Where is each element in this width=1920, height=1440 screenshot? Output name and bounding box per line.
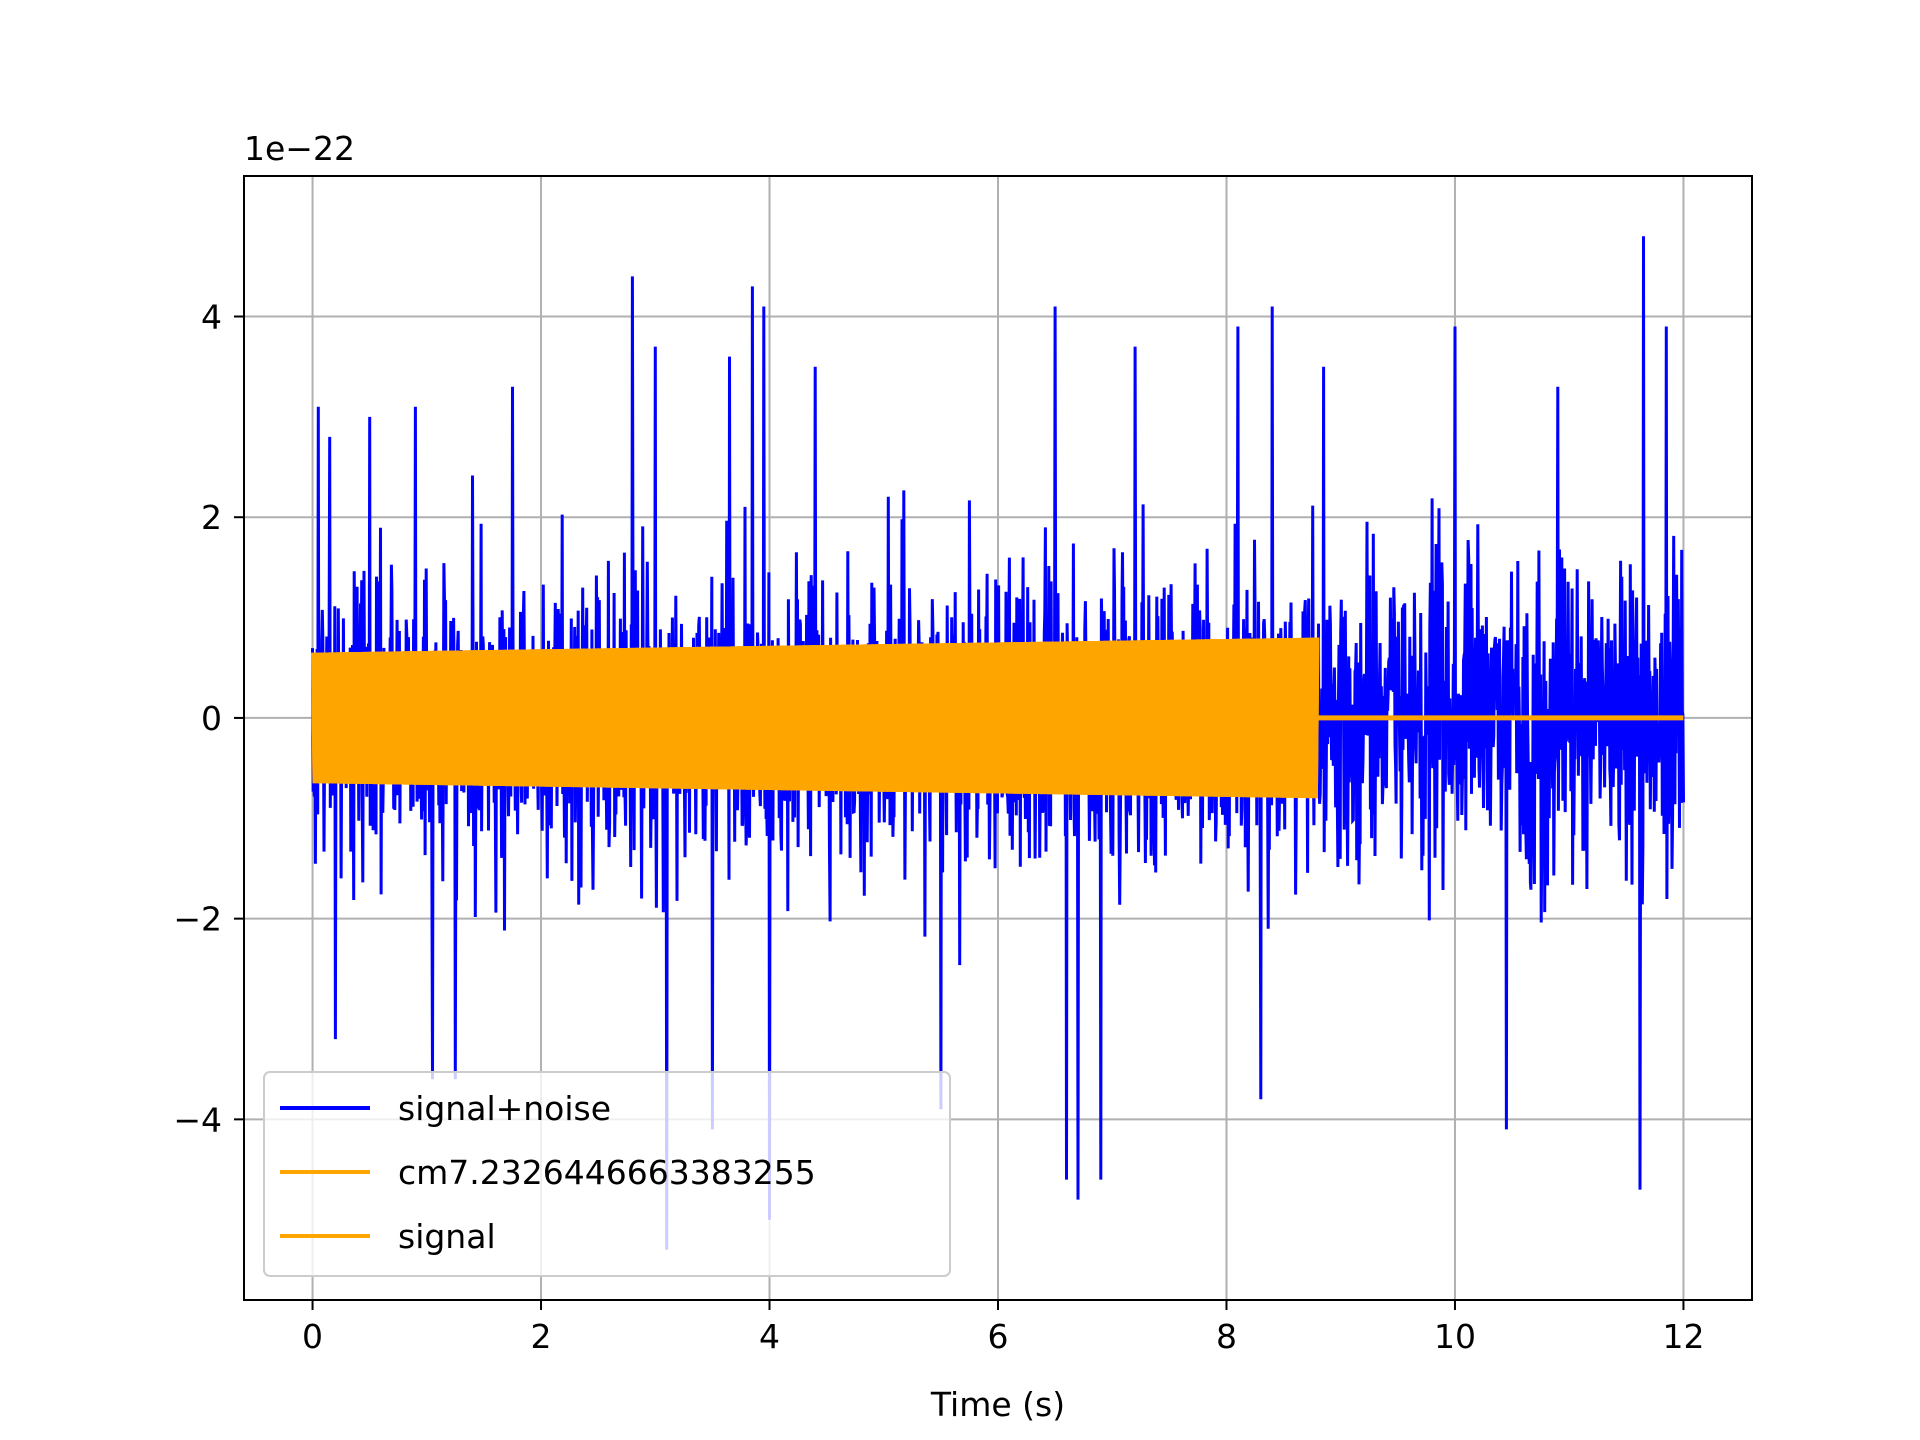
y-offset-label: 1e−22 <box>244 129 355 168</box>
x-tick-label: 10 <box>1434 1317 1476 1356</box>
x-tick-label: 6 <box>988 1317 1009 1356</box>
legend: signal+noise cm7.2326446663383255 signal <box>263 1071 951 1277</box>
x-axis: 0 2 4 6 8 10 12 <box>302 1300 1704 1356</box>
x-tick-label: 0 <box>302 1317 323 1356</box>
legend-label-signal: signal <box>398 1217 496 1256</box>
y-axis: −4 −2 0 2 4 <box>173 298 244 1139</box>
y-tick-label: 2 <box>201 498 222 537</box>
legend-label-signal-noise: signal+noise <box>398 1089 611 1128</box>
series-signal-line <box>311 637 1320 799</box>
x-tick-label: 12 <box>1662 1317 1704 1356</box>
x-tick-label: 2 <box>531 1317 552 1356</box>
x-tick-label: 4 <box>759 1317 780 1356</box>
y-tick-label: −2 <box>173 900 222 939</box>
y-tick-label: 4 <box>201 298 222 337</box>
x-axis-label: Time (s) <box>930 1385 1065 1424</box>
y-tick-label: 0 <box>201 699 222 738</box>
legend-box <box>263 1071 951 1277</box>
legend-label-cm: cm7.2326446663383255 <box>398 1153 816 1192</box>
x-tick-label: 8 <box>1216 1317 1237 1356</box>
y-tick-label: −4 <box>173 1100 222 1139</box>
series-layer <box>311 236 1685 1250</box>
